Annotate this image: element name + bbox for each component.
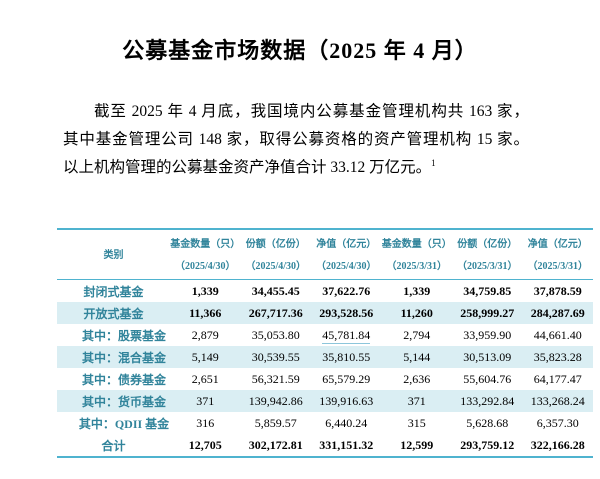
intro-line-2: 其中基金管理公司 148 家，取得公募资格的资产管理机构 15 家。 bbox=[63, 131, 529, 148]
cell-value: 35,823.28 bbox=[533, 349, 582, 364]
column-header-date: （2025/4/30） bbox=[174, 261, 236, 272]
cell-value: 133,268.24 bbox=[530, 393, 585, 408]
row-label: 其中：混合基金 bbox=[81, 350, 166, 365]
cell-value: 2,651 bbox=[191, 371, 219, 386]
cell-value: 371 bbox=[407, 393, 426, 408]
cell-value: 316 bbox=[196, 415, 215, 430]
cell-value: 12,705 bbox=[188, 437, 222, 452]
cell-value: 35,053.80 bbox=[251, 327, 300, 342]
cell-value: 371 bbox=[196, 393, 215, 408]
column-header-label: 净值（亿元） bbox=[316, 239, 377, 250]
column-header-date: （2025/3/31） bbox=[527, 261, 589, 272]
cell-value: 11,260 bbox=[400, 305, 433, 320]
intro-line-3: 以上机构管理的公募基金资产净值合计 33.12 万亿元。1 bbox=[63, 154, 529, 182]
cell-value: 293,528.56 bbox=[319, 305, 374, 320]
intro-line-1: 截至 2025 年 4 月底，我国境内公募基金管理机构共 163 家， bbox=[94, 103, 529, 120]
cell-value: 35,810.55 bbox=[322, 349, 371, 364]
cell-value: 5,144 bbox=[403, 349, 431, 364]
column-header-2: 基金数量（只） （2025/4/30） bbox=[170, 229, 241, 280]
page-title: 公募基金市场数据（2025 年 4 月） bbox=[122, 38, 478, 63]
table-row: 其中：货币基金 371 139,942.86 139,916.63 371 133,292… bbox=[57, 390, 593, 412]
cell-value: 56,321.59 bbox=[251, 371, 300, 386]
cell-value: 284,287.69 bbox=[530, 305, 585, 320]
row-label: 封闭式基金 bbox=[83, 284, 144, 299]
column-header-label: 份额（亿份） bbox=[457, 239, 518, 250]
column-header-7: 净值（亿元） （2025/3/31） bbox=[522, 229, 593, 280]
cell-value: 64,177.47 bbox=[533, 371, 582, 386]
footnote-marker: 1 bbox=[431, 157, 436, 168]
cell-value: 5,628.68 bbox=[466, 415, 509, 430]
cell-value: 65,579.29 bbox=[322, 371, 371, 386]
cell-value: 139,916.63 bbox=[319, 393, 374, 408]
cell-value: 37,878.59 bbox=[533, 283, 582, 298]
column-header-3: 份额（亿份） （2025/4/30） bbox=[240, 229, 311, 280]
column-header-label: 类别 bbox=[103, 250, 124, 261]
document-page: 公募基金市场数据（2025 年 4 月） 截至 2025 年 4 月底，我国境内… bbox=[0, 38, 600, 479]
cell-value: 139,942.86 bbox=[248, 393, 303, 408]
table-row: 合计 12,705 302,172.81 331,151.32 12,599 293,75… bbox=[57, 434, 593, 457]
cell-value: 1,339 bbox=[191, 283, 219, 298]
row-label: 其中：股票基金 bbox=[81, 328, 166, 343]
cell-value: 2,879 bbox=[191, 327, 219, 342]
cell-value: 34,455.45 bbox=[251, 283, 300, 298]
cell-value: 30,513.09 bbox=[463, 349, 512, 364]
intro-line-3-text: 以上机构管理的公募基金资产净值合计 33.12 万亿元。 bbox=[63, 159, 432, 176]
cell-value: 2,636 bbox=[403, 371, 431, 386]
cell-value: 133,292.84 bbox=[460, 393, 515, 408]
cell-value: 12,599 bbox=[400, 437, 434, 452]
row-label: 其中：债券基金 bbox=[81, 372, 166, 387]
cell-value: 6,357.30 bbox=[536, 415, 579, 430]
cell-value: 293,759.12 bbox=[460, 437, 515, 452]
cell-value: 302,172.81 bbox=[248, 437, 303, 452]
row-label: 其中：QDII 基金 bbox=[78, 416, 170, 431]
column-header-date: （2025/3/31） bbox=[386, 261, 448, 272]
table-header: 类别 基金数量（只） （2025/4/30） 份额（亿份） （2025/4/30） 净值（… bbox=[57, 229, 593, 280]
table-row: 封闭式基金 1,339 34,455.45 37,622.76 1,339 34,759.… bbox=[57, 280, 593, 303]
cell-value: 2,794 bbox=[403, 327, 431, 342]
cell-value: 5,149 bbox=[191, 349, 219, 364]
column-header-label: 净值（亿元） bbox=[527, 239, 588, 250]
column-header-date: （2025/3/31） bbox=[456, 261, 518, 272]
cell-value: 331,151.32 bbox=[319, 437, 374, 452]
cell-value: 11,366 bbox=[189, 305, 222, 320]
column-header-date: （2025/4/30） bbox=[245, 261, 307, 272]
cell-value: 33,959.90 bbox=[463, 327, 512, 342]
column-header-date: （2025/4/30） bbox=[315, 261, 377, 272]
column-header-label: 基金数量（只） bbox=[381, 239, 452, 250]
table-row: 开放式基金 11,366 267,717.36 293,528.56 11,260 258… bbox=[57, 302, 593, 324]
table-row: 其中：债券基金 2,651 56,321.59 65,579.29 2,636 55,60… bbox=[57, 368, 593, 390]
column-header-label: 份额（亿份） bbox=[245, 239, 306, 250]
table-row: 其中：混合基金 5,149 30,539.55 35,810.55 5,144 30,51… bbox=[57, 346, 593, 368]
column-header-5: 基金数量（只） （2025/3/31） bbox=[381, 229, 452, 280]
cell-value: 315 bbox=[407, 415, 426, 430]
table-row: 其中：股票基金 2,879 35,053.80 45,781.84 2,794 33,95… bbox=[57, 324, 593, 346]
cell-value: 37,622.76 bbox=[322, 283, 371, 298]
cell-value: 258,999.27 bbox=[460, 305, 515, 320]
cell-value: 6,440.24 bbox=[325, 415, 368, 430]
cell-value: 44,661.40 bbox=[533, 327, 582, 342]
column-header-4: 净值（亿元） （2025/4/30） bbox=[311, 229, 382, 280]
underlined-value: 45,781.84 bbox=[322, 327, 371, 344]
table-header-row: 类别 基金数量（只） （2025/4/30） 份额（亿份） （2025/4/30） 净值（… bbox=[57, 229, 593, 280]
cell-value: 267,717.36 bbox=[248, 305, 303, 320]
column-header-label: 基金数量（只） bbox=[170, 239, 241, 250]
cell-value: 34,759.85 bbox=[463, 283, 512, 298]
column-header-1: 类别 bbox=[57, 229, 170, 280]
column-header-6: 份额（亿份） （2025/3/31） bbox=[452, 229, 523, 280]
intro-paragraph: 截至 2025 年 4 月底，我国境内公募基金管理机构共 163 家， 其中基金… bbox=[63, 98, 529, 182]
fund-data-table: 类别 基金数量（只） （2025/4/30） 份额（亿份） （2025/4/30） 净值（… bbox=[57, 228, 593, 458]
row-label: 开放式基金 bbox=[83, 306, 144, 321]
cell-value: 1,339 bbox=[403, 283, 431, 298]
cell-value: 45,781.84 bbox=[311, 324, 382, 346]
row-label: 其中：货币基金 bbox=[81, 394, 166, 409]
cell-value: 55,604.76 bbox=[463, 371, 512, 386]
table-row: 其中：QDII 基金 316 5,859.57 6,440.24 315 5,628.68… bbox=[57, 412, 593, 434]
cell-value: 322,166.28 bbox=[530, 437, 585, 452]
row-label: 合计 bbox=[101, 438, 126, 453]
cell-value: 30,539.55 bbox=[251, 349, 300, 364]
cell-value: 5,859.57 bbox=[254, 415, 297, 430]
